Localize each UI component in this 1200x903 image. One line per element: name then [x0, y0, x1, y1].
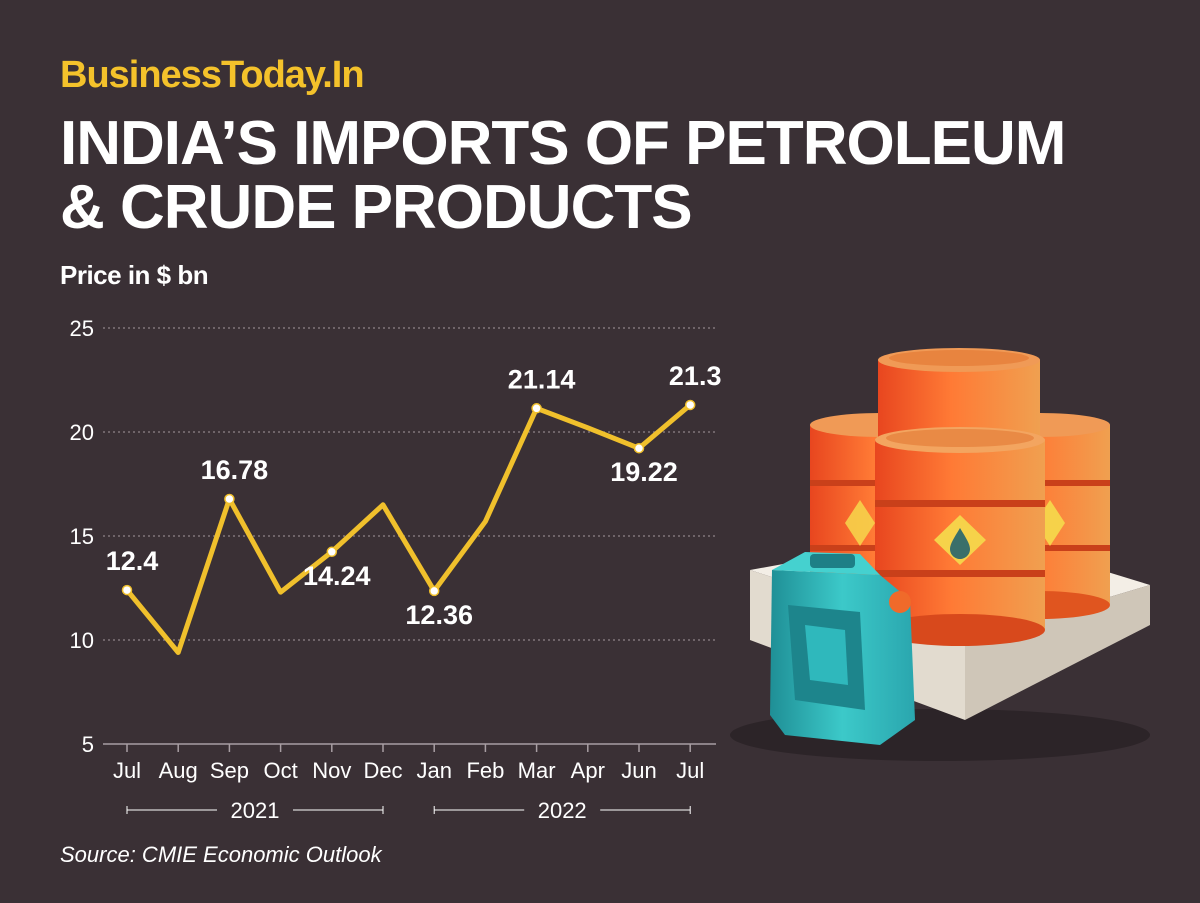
data-point-marker	[633, 442, 645, 454]
year-label: 2021	[231, 798, 280, 823]
data-label: 21.3	[669, 361, 722, 391]
data-label: 14.24	[303, 561, 371, 591]
y-tick-label: 25	[70, 316, 94, 341]
y-tick-label: 5	[82, 732, 94, 757]
x-tick-label: Jul	[113, 758, 141, 783]
data-label: 16.78	[201, 455, 269, 485]
oil-barrels-illustration	[730, 348, 1150, 761]
oil-barrel-icon	[845, 427, 1045, 646]
data-label: 12.36	[405, 600, 473, 630]
oil-barrel-icon	[878, 348, 1040, 440]
x-tick-label: Apr	[571, 758, 605, 783]
data-label: 12.4	[106, 546, 159, 576]
x-tick-label: Mar	[518, 758, 556, 783]
data-point-marker	[326, 546, 338, 558]
x-tick-label: Jun	[621, 758, 656, 783]
x-tick-label: Jul	[676, 758, 704, 783]
data-point-marker	[684, 399, 696, 411]
y-tick-label: 15	[70, 524, 94, 549]
x-tick-label: Oct	[263, 758, 297, 783]
x-tick-label: Jan	[416, 758, 451, 783]
x-tick-label: Dec	[363, 758, 402, 783]
year-label: 2022	[538, 798, 587, 823]
brand-logo: BusinessToday.In	[60, 54, 365, 96]
y-tick-label: 20	[70, 420, 94, 445]
title-line-1: INDIA’S IMPORTS OF PETROLEUM	[60, 109, 1066, 178]
page-title: INDIA’S IMPORTS OF PETROLEUM & CRUDE PRO…	[60, 112, 1160, 240]
series-line	[124, 402, 693, 655]
x-tick-label: Aug	[159, 758, 198, 783]
y-tick-label: 10	[70, 628, 94, 653]
x-tick-label: Nov	[312, 758, 351, 783]
line-chart: 5 10 15 20 25 Jul Aug Sep Oct Nov Dec Jan Feb Mar Apr J…	[70, 316, 722, 823]
data-point-marker	[531, 403, 542, 414]
data-point-marker	[428, 585, 440, 597]
data-point-marker	[121, 584, 133, 596]
data-point-marker	[224, 493, 235, 505]
jerrycan-icon	[770, 552, 915, 745]
x-tick-label: Sep	[210, 758, 249, 783]
oil-drop-icon	[950, 528, 970, 559]
title-line-2: & CRUDE PRODUCTS	[60, 173, 693, 242]
source-note: Source: CMIE Economic Outlook	[60, 842, 382, 867]
data-label: 21.14	[508, 364, 576, 394]
data-label: 19.22	[610, 457, 678, 487]
unit-label: Price in $ bn	[60, 260, 209, 290]
x-tick-label: Feb	[466, 758, 504, 783]
